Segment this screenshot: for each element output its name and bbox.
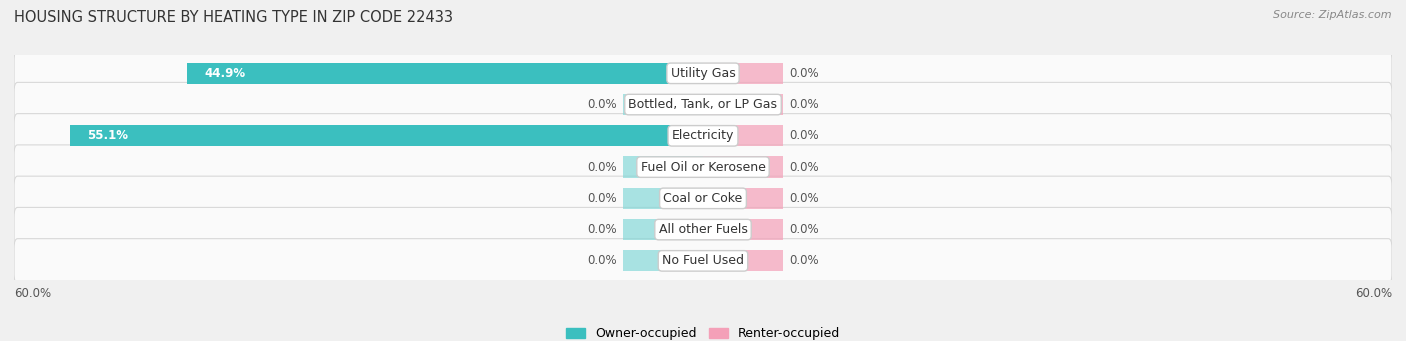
Text: 0.0%: 0.0% <box>789 223 818 236</box>
Bar <box>623 188 703 209</box>
Bar <box>187 63 703 84</box>
Bar <box>703 157 783 178</box>
Text: 0.0%: 0.0% <box>789 254 818 267</box>
Text: Bottled, Tank, or LP Gas: Bottled, Tank, or LP Gas <box>628 98 778 111</box>
Text: 0.0%: 0.0% <box>789 161 818 174</box>
Text: 0.0%: 0.0% <box>789 192 818 205</box>
Text: Utility Gas: Utility Gas <box>671 67 735 80</box>
Text: 0.0%: 0.0% <box>588 223 617 236</box>
Text: 0.0%: 0.0% <box>789 98 818 111</box>
Text: 0.0%: 0.0% <box>588 192 617 205</box>
Text: Fuel Oil or Kerosene: Fuel Oil or Kerosene <box>641 161 765 174</box>
FancyBboxPatch shape <box>14 145 1392 189</box>
Bar <box>623 219 703 240</box>
Bar <box>703 219 783 240</box>
Bar <box>623 157 703 178</box>
Bar <box>703 94 783 115</box>
Text: Electricity: Electricity <box>672 129 734 142</box>
Text: 0.0%: 0.0% <box>588 161 617 174</box>
FancyBboxPatch shape <box>14 51 1392 95</box>
Text: 0.0%: 0.0% <box>588 98 617 111</box>
Text: 60.0%: 60.0% <box>14 287 51 300</box>
Text: No Fuel Used: No Fuel Used <box>662 254 744 267</box>
Text: 0.0%: 0.0% <box>789 129 818 142</box>
Text: All other Fuels: All other Fuels <box>658 223 748 236</box>
Text: Coal or Coke: Coal or Coke <box>664 192 742 205</box>
Bar <box>703 125 783 147</box>
Text: 55.1%: 55.1% <box>87 129 128 142</box>
FancyBboxPatch shape <box>14 83 1392 127</box>
FancyBboxPatch shape <box>14 207 1392 252</box>
Bar <box>703 63 783 84</box>
Text: 44.9%: 44.9% <box>205 67 246 80</box>
Text: 0.0%: 0.0% <box>588 254 617 267</box>
Text: 0.0%: 0.0% <box>789 67 818 80</box>
Text: 60.0%: 60.0% <box>1355 287 1392 300</box>
Bar <box>703 250 783 271</box>
Text: HOUSING STRUCTURE BY HEATING TYPE IN ZIP CODE 22433: HOUSING STRUCTURE BY HEATING TYPE IN ZIP… <box>14 10 453 25</box>
Bar <box>623 94 703 115</box>
FancyBboxPatch shape <box>14 239 1392 283</box>
Bar <box>623 250 703 271</box>
Text: Source: ZipAtlas.com: Source: ZipAtlas.com <box>1274 10 1392 20</box>
FancyBboxPatch shape <box>14 176 1392 221</box>
Bar <box>703 188 783 209</box>
FancyBboxPatch shape <box>14 114 1392 158</box>
Bar <box>70 125 703 147</box>
Legend: Owner-occupied, Renter-occupied: Owner-occupied, Renter-occupied <box>561 322 845 341</box>
